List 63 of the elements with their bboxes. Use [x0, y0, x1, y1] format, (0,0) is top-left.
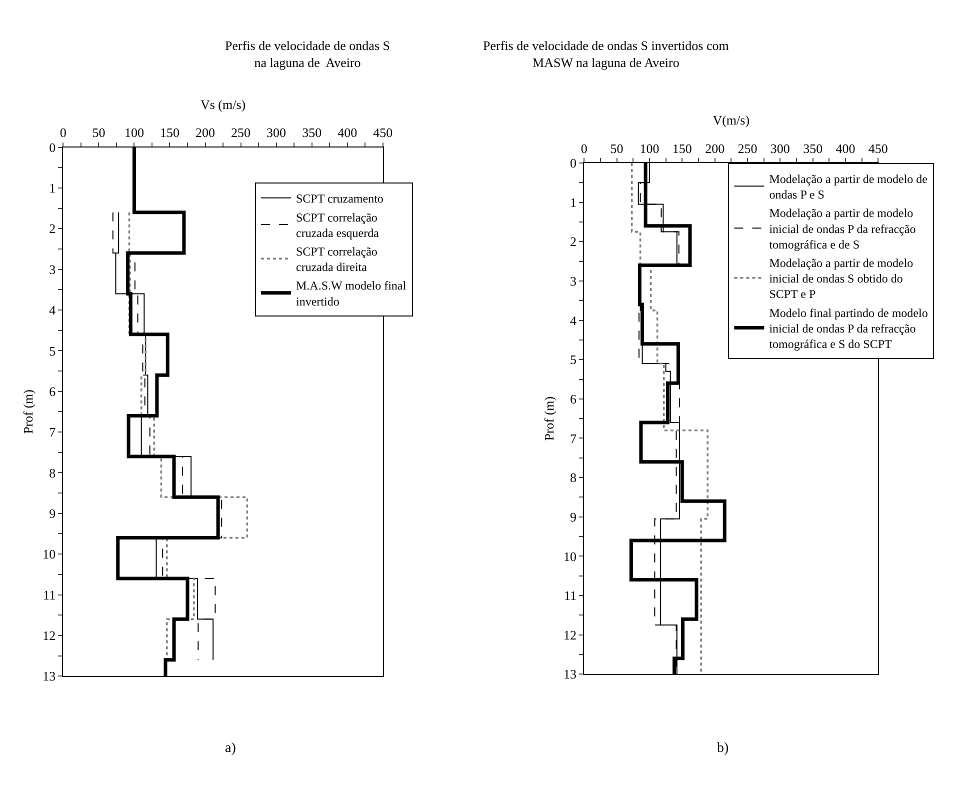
legend-label: SCPT correlação cruzada direita	[296, 244, 378, 274]
x-tick-label: 50	[610, 140, 624, 156]
y-tick-label: 9	[49, 506, 56, 521]
legend-label: Modelação a partir de modelo inicial de ondas S obtido do SCPT e P	[769, 256, 914, 302]
x-tick-label: 450	[373, 125, 393, 140]
x-tick-label: 400	[836, 140, 856, 156]
y-tick-label: 10	[42, 546, 56, 562]
y-tick-label: 7	[49, 424, 56, 440]
legend-label: Modelo final partindo de modelo inicial de ondas P da refracção tomográfica e S do SCPT	[769, 306, 928, 351]
x-tick-label: 0	[580, 140, 588, 156]
y-tick-label: 5	[570, 352, 577, 368]
x-tick-label: 100	[124, 125, 144, 140]
y-tick-label: 0	[570, 156, 577, 171]
y-tick-label: 6	[49, 384, 56, 399]
y-tick-label: 11	[43, 587, 56, 602]
y-tick-label: 1	[49, 180, 56, 196]
y-tick-label: 4	[49, 302, 56, 318]
x-tick-label: 0	[60, 125, 66, 140]
y-tick-label: 7	[570, 430, 578, 446]
x-tick-label: 300	[266, 125, 286, 140]
y-tick-label: 12	[564, 627, 577, 642]
y-axis-title: Prof (m)	[541, 396, 556, 441]
x-tick-label: 200	[705, 140, 725, 156]
x-tick-label: 300	[770, 140, 790, 156]
y-tick-label: 12	[42, 628, 56, 643]
y-tick-label: 3	[570, 274, 577, 289]
x-tick-label: 450	[868, 140, 888, 156]
y-tick-label: 6	[570, 391, 578, 406]
y-tick-label: 13	[564, 666, 577, 682]
x-tick-label: 150	[160, 125, 180, 140]
y-tick-label: 2	[49, 221, 56, 236]
legend-label: M.A.S.W modelo final invertido	[296, 278, 407, 308]
chart-title: Perfis de velocidade de ondas S na laguna de Aveiro	[225, 38, 390, 70]
x-tick-label: 100	[640, 140, 660, 156]
text: a)	[225, 741, 236, 756]
y-axis-title: Prof (m)	[20, 389, 36, 434]
y-tick-label: 11	[564, 588, 577, 604]
y-tick-label: 13	[42, 668, 56, 684]
x-tick-label: 250	[738, 140, 758, 156]
chart-title: Perfis de velocidade de ondas S invertidos com MASW na laguna de Aveiro	[483, 38, 729, 70]
x-tick-label: 250	[231, 125, 251, 140]
y-tick-label: 8	[49, 465, 56, 480]
text: b)	[717, 741, 729, 756]
legend-label: SCPT correlação cruzada esquerda	[296, 210, 380, 240]
x-tick-label: 350	[302, 125, 322, 140]
x-axis-title: V(m/s)	[712, 112, 750, 128]
legend-label: Modelação a partir de modelo inicial de ondas P da refracção tomográfica e de S	[769, 206, 916, 252]
y-tick-label: 10	[564, 548, 577, 564]
x-tick-label: 150	[672, 140, 692, 156]
y-tick-label: 1	[570, 194, 577, 210]
legend-label: SCPT cruzamento	[296, 192, 384, 206]
y-tick-label: 2	[570, 234, 577, 250]
x-tick-label: 200	[196, 125, 216, 140]
y-tick-label: 9	[570, 509, 577, 524]
legend-label: Modelação a partir de modelo de ondas P e S	[769, 172, 928, 202]
y-tick-label: 8	[570, 470, 577, 486]
x-tick-label: 400	[338, 125, 358, 140]
y-tick-label: 3	[49, 262, 56, 277]
x-tick-label: 50	[92, 125, 106, 140]
y-tick-label: 4	[570, 312, 578, 328]
x-tick-label: 350	[803, 140, 823, 156]
x-axis-title: Vs (m/s)	[200, 97, 246, 112]
y-tick-label: 5	[49, 343, 56, 358]
